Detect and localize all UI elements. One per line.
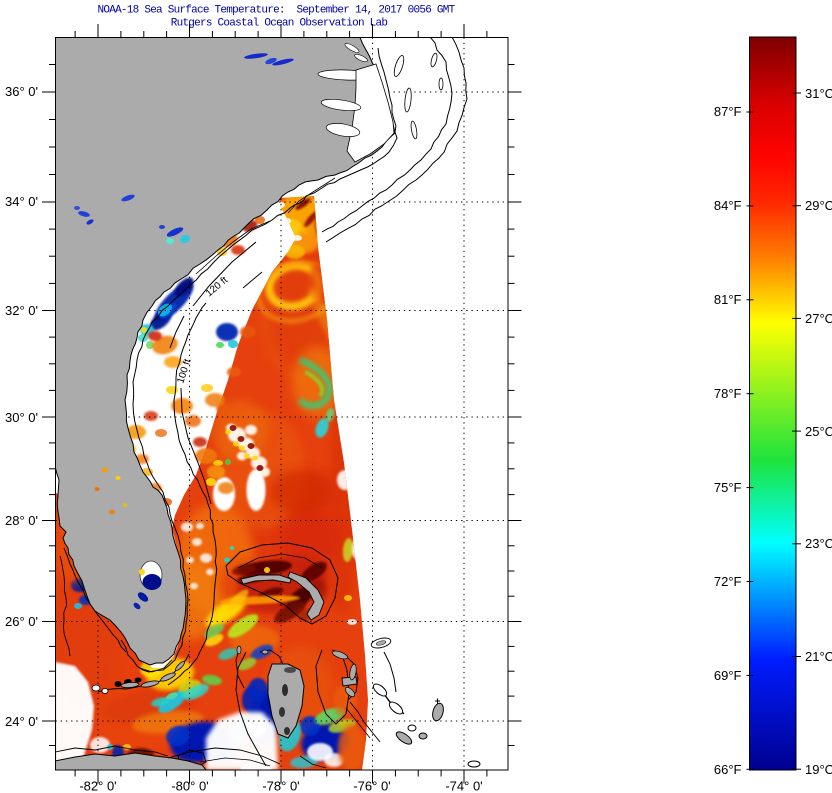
svg-text:-74° 0': -74° 0' [445, 779, 482, 793]
svg-text:21°C: 21°C [805, 649, 832, 664]
svg-text:24° 0': 24° 0' [5, 714, 38, 729]
svg-text:32° 0': 32° 0' [5, 303, 38, 318]
svg-text:28° 0': 28° 0' [5, 513, 38, 528]
svg-text:23°C: 23°C [805, 536, 832, 551]
svg-text:-80° 0': -80° 0' [171, 779, 208, 793]
svg-text:26° 0': 26° 0' [5, 614, 38, 629]
svg-text:-76° 0': -76° 0' [353, 779, 390, 793]
svg-text:30° 0': 30° 0' [5, 410, 38, 425]
svg-text:87°F: 87°F [714, 104, 742, 119]
svg-text:29°C: 29°C [805, 198, 832, 213]
svg-text:75°F: 75°F [714, 480, 742, 495]
svg-text:84°F: 84°F [714, 198, 742, 213]
svg-text:-82° 0': -82° 0' [79, 779, 116, 793]
svg-text:25°C: 25°C [805, 424, 832, 439]
svg-text:69°F: 69°F [714, 668, 742, 683]
svg-text:Rutgers Coastal Ocean Observat: Rutgers Coastal Ocean Observation Lab [171, 18, 388, 30]
svg-text:19°C: 19°C [805, 762, 832, 777]
svg-text:27°C: 27°C [805, 311, 832, 326]
svg-text:81°F: 81°F [714, 292, 742, 307]
svg-text:NOAA-18 Sea Surface Temperatur: NOAA-18 Sea Surface Temperature: Septemb… [98, 5, 456, 17]
svg-text:-78° 0': -78° 0' [262, 779, 299, 793]
svg-text:36° 0': 36° 0' [5, 84, 38, 99]
svg-text:72°F: 72°F [714, 574, 742, 589]
svg-text:66°F: 66°F [714, 762, 742, 777]
svg-text:34° 0': 34° 0' [5, 194, 38, 209]
svg-text:31°C: 31°C [805, 86, 832, 101]
svg-text:78°F: 78°F [714, 386, 742, 401]
